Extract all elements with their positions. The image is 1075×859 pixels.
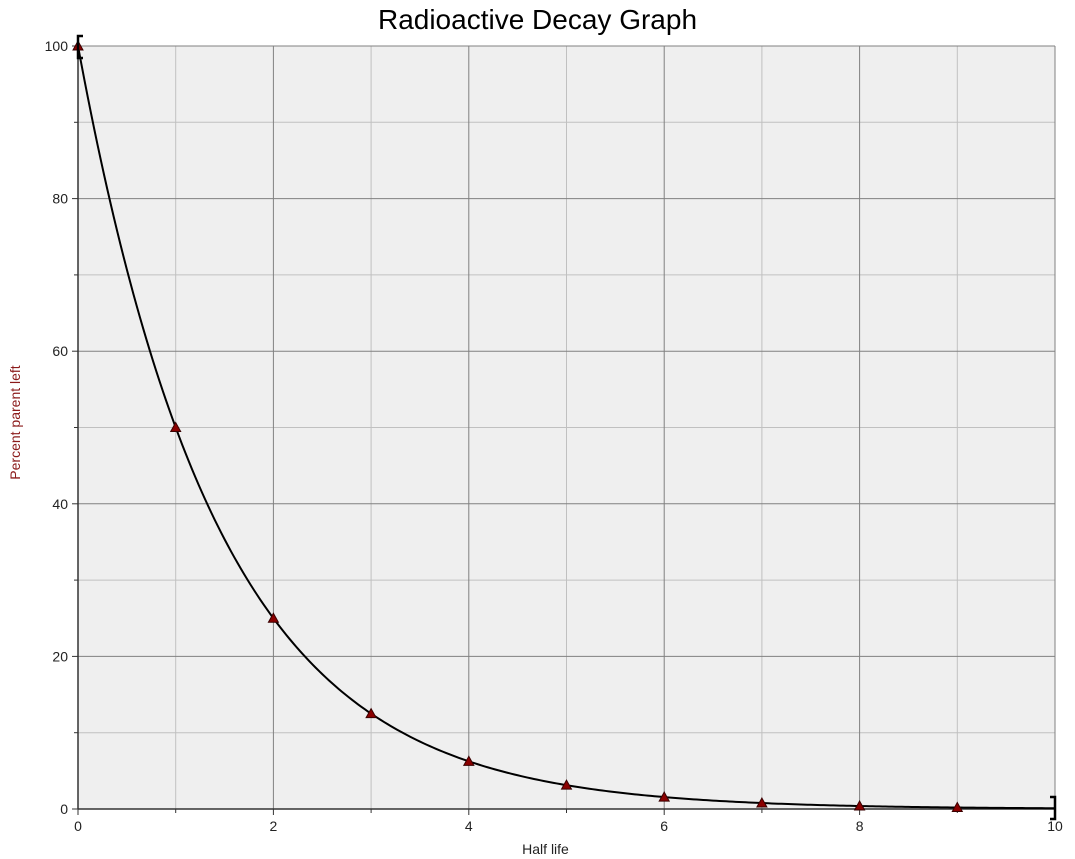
data-point-marker (365, 707, 377, 719)
y-tick-label: 0 (60, 801, 68, 817)
data-point-marker (267, 612, 280, 623)
chart-title: Radioactive Decay Graph (377, 4, 698, 35)
data-point-marker (756, 797, 768, 808)
x-tick-label: 2 (270, 818, 278, 834)
data-points (72, 39, 964, 813)
x-tick-label: 0 (74, 818, 82, 834)
data-point-marker (462, 755, 475, 766)
range-brackets (76, 34, 1057, 821)
minor-grid (74, 46, 1055, 813)
y-tick-label: 80 (52, 191, 68, 207)
y-tick-label: 20 (52, 648, 68, 664)
data-point-marker (560, 779, 573, 790)
x-tick-label: 6 (660, 818, 668, 834)
y-tick-label: 60 (52, 343, 68, 359)
x-axis-label: Half life (522, 841, 569, 857)
x-tick-label: 4 (465, 818, 473, 834)
x-tick-label: 10 (1047, 818, 1063, 834)
data-point-marker (951, 801, 964, 813)
data-point-marker (658, 791, 671, 802)
axes (77, 46, 1055, 810)
y-axis-label: Percent parent left (7, 365, 23, 480)
y-range-bracket (76, 34, 83, 60)
data-point-marker (853, 799, 866, 811)
y-tick-labels: 0 20 40 60 80 100 (45, 38, 69, 817)
x-tick-label: 8 (856, 818, 864, 834)
x-tick-labels: 0 2 4 6 8 10 (74, 818, 1063, 834)
y-tick-label: 40 (52, 496, 68, 512)
y-tick-label: 100 (45, 38, 69, 54)
x-range-bracket (1050, 795, 1057, 821)
data-point-marker (169, 421, 182, 432)
